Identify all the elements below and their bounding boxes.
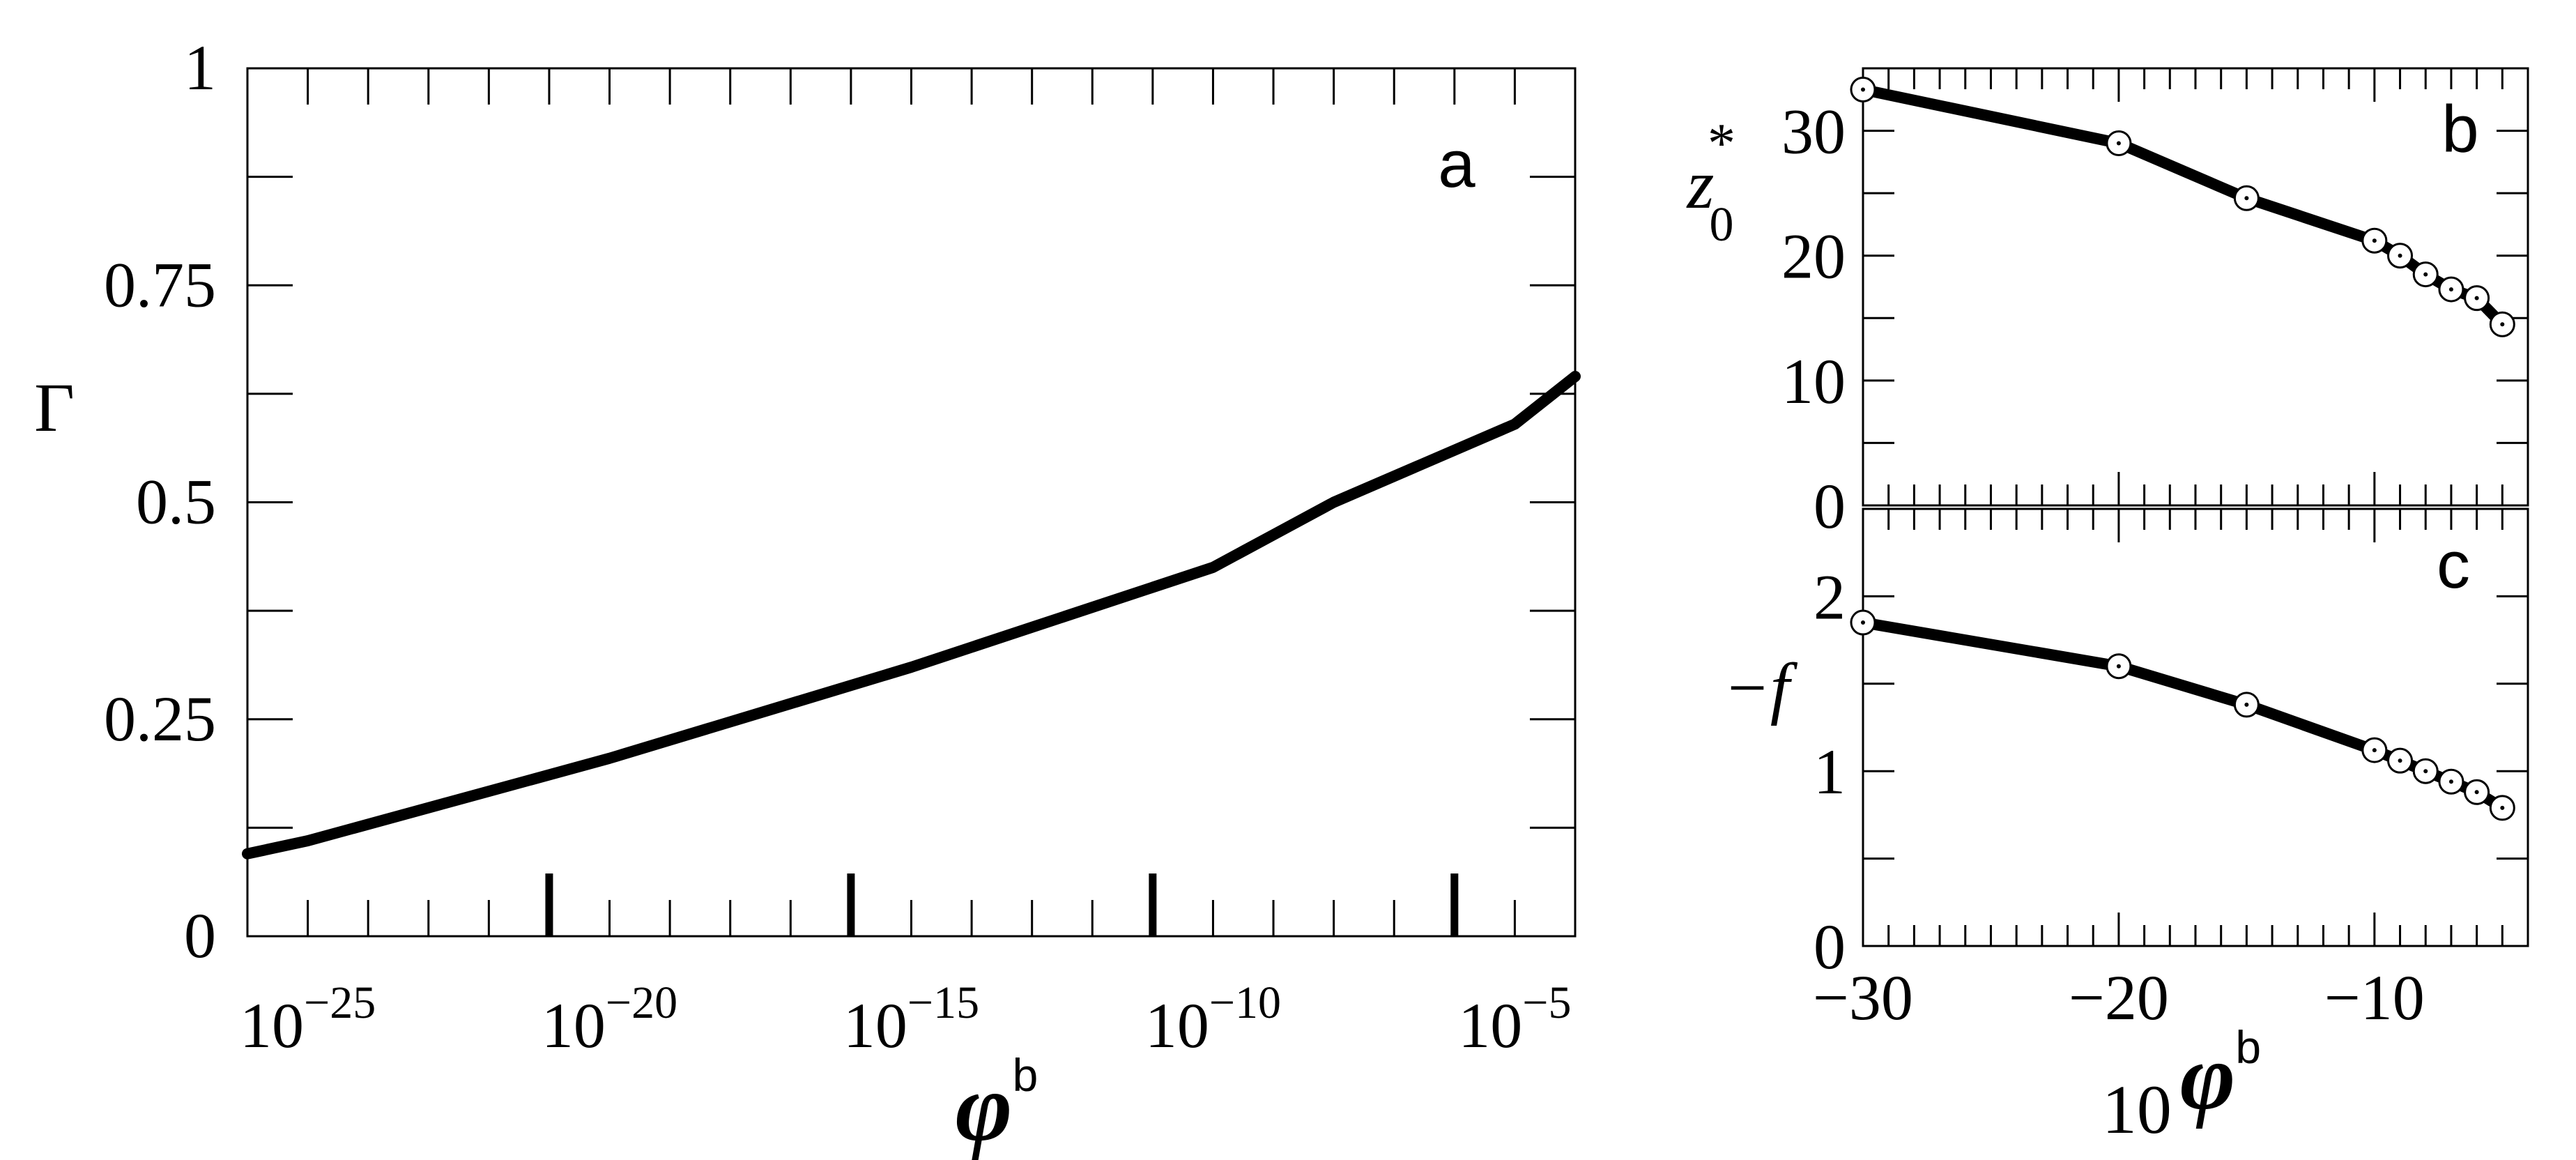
y-tick-label: 0: [1814, 471, 1846, 542]
panel-label-a: a: [1438, 127, 1475, 201]
y-axis-label-symbol: z: [1686, 146, 1715, 223]
y-axis-label-subscript: 0: [1710, 198, 1734, 252]
x-tick-label-base: 10: [240, 990, 304, 1061]
data-point-center: [2372, 748, 2377, 753]
data-point-center: [2448, 287, 2453, 292]
y-tick-label: 0.5: [136, 466, 216, 537]
plot-frame-c: [1862, 508, 2529, 947]
panel-label-b: b: [2441, 92, 2478, 167]
y-tick-label: 10: [1781, 346, 1846, 417]
y-tick-label: 2: [1814, 561, 1846, 632]
data-point-center: [2116, 141, 2121, 146]
data-point-center: [2423, 769, 2428, 774]
y-tick-label: 0: [1814, 911, 1846, 982]
data-point-center: [1861, 87, 1865, 92]
x-axis-label: 10φb: [2102, 1021, 2261, 1148]
data-point-center: [2474, 296, 2479, 300]
x-tick-label-base: 10: [843, 990, 907, 1061]
y-tick-label: 1: [1814, 736, 1846, 807]
x-tick-label-exponent: −5: [1522, 977, 1571, 1028]
x-tick-label: 10−15: [843, 977, 979, 1061]
plot-frame-b: [1862, 67, 2529, 507]
y-tick-label: 0: [184, 900, 216, 971]
x-tick-label-base: 10: [1145, 990, 1209, 1061]
x-axis-label: φb: [956, 1049, 1038, 1160]
x-axis-label-prefix: 10: [2102, 1071, 2172, 1148]
x-tick-label: 10−20: [542, 977, 677, 1061]
data-point-center: [2244, 702, 2249, 707]
x-axis-label-superscript: b: [1013, 1049, 1038, 1101]
x-tick-label-exponent: −20: [606, 977, 677, 1028]
y-axis-label: −f: [1723, 649, 1797, 726]
x-tick-label: −20: [2069, 962, 2169, 1033]
data-point-center: [2500, 322, 2505, 327]
x-tick-label: −30: [1813, 962, 1913, 1033]
data-point-center: [1861, 620, 1865, 625]
y-tick-label: 30: [1781, 96, 1846, 167]
y-tick-label: 1: [184, 32, 216, 103]
panel-label-c: c: [2437, 528, 2470, 602]
data-point-center: [2423, 272, 2428, 277]
x-tick-label: −10: [2324, 962, 2425, 1033]
y-tick-label: 20: [1781, 221, 1846, 292]
y-tick-label: 0.75: [104, 249, 216, 320]
x-axis-label-symbol: φ: [956, 1053, 1013, 1160]
x-tick-label-exponent: −10: [1209, 977, 1281, 1028]
data-point-center: [2398, 253, 2402, 258]
y-tick-label: 0.25: [104, 683, 216, 754]
data-point-center: [2500, 805, 2505, 810]
x-tick-label-exponent: −15: [907, 977, 979, 1028]
x-tick-label: 10−5: [1458, 977, 1571, 1061]
x-axis-label-superscript: b: [2235, 1021, 2261, 1073]
data-point-center: [2372, 238, 2377, 243]
x-tick-label: 10−10: [1145, 977, 1281, 1061]
chart-panel-c: 0 1 2 c −30 −20 −10 −f 10φb: [1723, 508, 2529, 1148]
data-point-center: [2448, 779, 2453, 784]
plot-frame-a: [246, 67, 1577, 938]
x-tick-label-base: 10: [542, 990, 606, 1061]
x-tick-label-base: 10: [1458, 990, 1522, 1061]
data-point-center: [2474, 790, 2479, 795]
data-point-center: [2244, 196, 2249, 201]
y-axis-label: z 0 *: [1686, 113, 1735, 252]
x-axis-label-symbol: φ: [2180, 1025, 2236, 1129]
data-point-center: [2398, 758, 2402, 763]
x-tick-label-exponent: −25: [304, 977, 376, 1028]
series-line-gamma: [242, 370, 1581, 860]
x-tick-label: 10−25: [240, 977, 376, 1061]
y-axis-label: Γ: [34, 369, 75, 446]
data-point-center: [2116, 664, 2121, 669]
y-axis-label-superscript: *: [1708, 113, 1735, 174]
